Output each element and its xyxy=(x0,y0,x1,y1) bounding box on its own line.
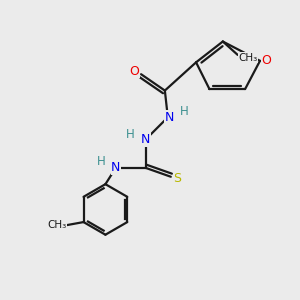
Text: N: N xyxy=(111,161,121,174)
Text: CH₃: CH₃ xyxy=(238,53,258,63)
Text: N: N xyxy=(165,111,174,124)
Text: S: S xyxy=(173,172,181,185)
Text: H: H xyxy=(97,155,106,168)
Text: O: O xyxy=(130,65,140,78)
Text: H: H xyxy=(180,105,189,118)
Text: CH₃: CH₃ xyxy=(47,220,66,230)
Text: H: H xyxy=(126,128,134,141)
Text: O: O xyxy=(262,54,272,67)
Text: N: N xyxy=(141,133,150,146)
